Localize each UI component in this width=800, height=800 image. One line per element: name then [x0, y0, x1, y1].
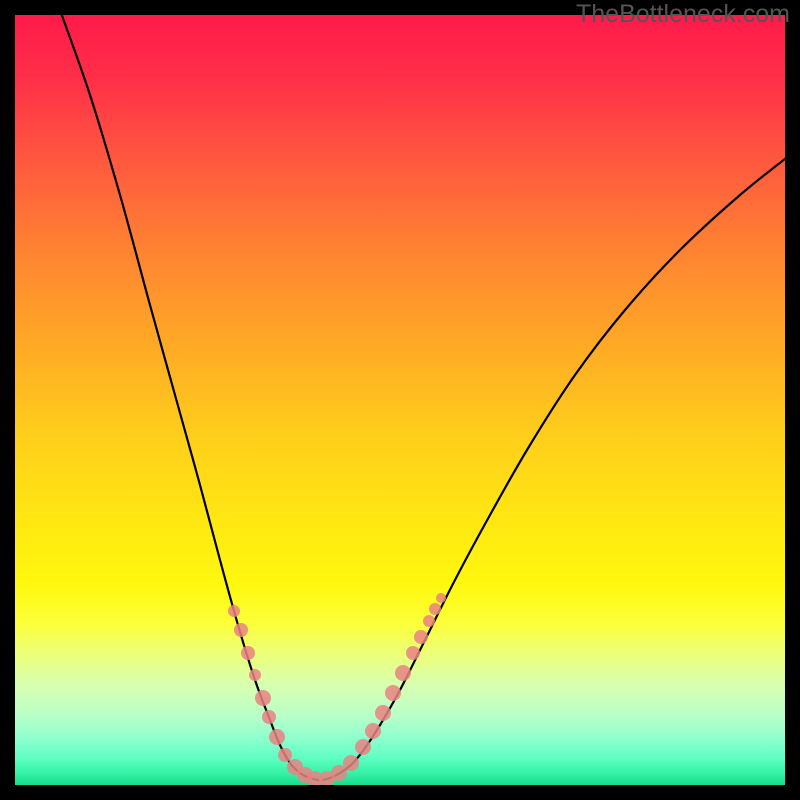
data-marker	[385, 685, 401, 701]
data-marker	[375, 705, 391, 721]
data-marker	[436, 593, 446, 603]
data-marker	[429, 603, 441, 615]
data-marker	[343, 755, 359, 771]
data-marker	[406, 646, 420, 660]
watermark-label: TheBottleneck.com	[576, 0, 790, 29]
data-marker	[241, 646, 255, 660]
data-marker	[228, 605, 240, 617]
chart-frame: TheBottleneck.com	[0, 0, 800, 800]
data-marker	[269, 729, 285, 745]
data-marker	[234, 623, 248, 637]
data-marker	[414, 630, 428, 644]
data-marker	[365, 723, 381, 739]
chart-plot-area	[15, 15, 785, 785]
data-marker	[255, 690, 271, 706]
data-marker	[278, 748, 292, 762]
data-marker	[395, 665, 411, 681]
data-marker	[423, 615, 435, 627]
data-marker	[249, 669, 261, 681]
chart-svg	[15, 15, 785, 785]
data-marker	[355, 739, 371, 755]
data-marker	[262, 710, 276, 724]
